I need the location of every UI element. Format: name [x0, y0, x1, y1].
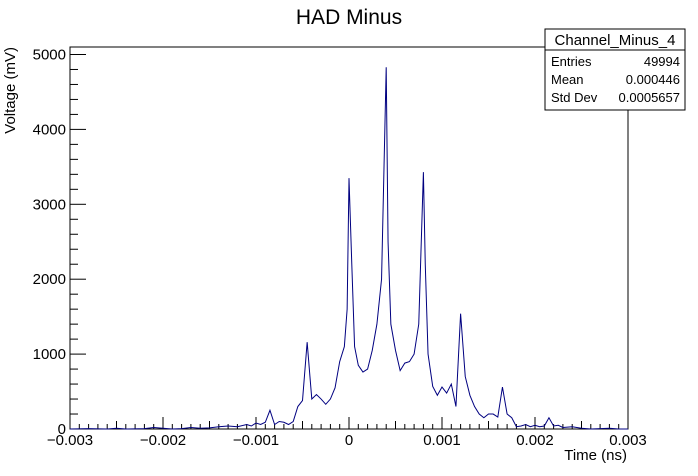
stats-box-title: Channel_Minus_4 — [555, 32, 676, 49]
stats-box: Channel_Minus_4 Entries 49994 Mean 0.000… — [544, 28, 686, 111]
y-axis — [70, 53, 86, 430]
stats-entries-label: Entries — [551, 54, 592, 69]
y-tick-label: 4000 — [33, 121, 66, 138]
y-axis-title: Voltage (mV) — [2, 47, 19, 134]
y-tick-label: 1000 — [33, 346, 66, 363]
x-tick-label: 0 — [345, 432, 353, 449]
chart-title: HAD Minus — [296, 6, 402, 29]
y-tick-label: 3000 — [33, 196, 66, 213]
y-tick-label: 2000 — [33, 271, 66, 288]
x-tick-label: 0.003 — [609, 432, 647, 449]
x-tick-label: −0.001 — [233, 432, 279, 449]
stats-box-frame — [544, 28, 686, 111]
x-axis-title: Time (ns) — [564, 447, 627, 464]
stats-mean-label: Mean — [551, 72, 584, 87]
y-tick-label: 5000 — [33, 46, 66, 63]
x-tick-label: −0.003 — [47, 432, 93, 449]
x-tick-label: 0.001 — [423, 432, 461, 449]
stats-stddev-label: Std Dev — [551, 90, 598, 105]
x-tick-label: −0.002 — [140, 432, 186, 449]
y-tick-labels: 0 1000 2000 3000 4000 5000 — [33, 46, 66, 438]
stats-entries-value: 49994 — [644, 54, 680, 69]
y-tick-label: 0 — [58, 421, 66, 438]
series-line — [69, 67, 628, 430]
x-tick-label: 0.002 — [516, 432, 554, 449]
plot-frame — [69, 46, 629, 430]
stats-stddev-value: 0.0005657 — [619, 90, 680, 105]
x-tick-labels: −0.003 −0.002 −0.001 0 0.001 0.002 0.003 — [47, 432, 647, 449]
stats-mean-value: 0.000446 — [626, 72, 680, 87]
